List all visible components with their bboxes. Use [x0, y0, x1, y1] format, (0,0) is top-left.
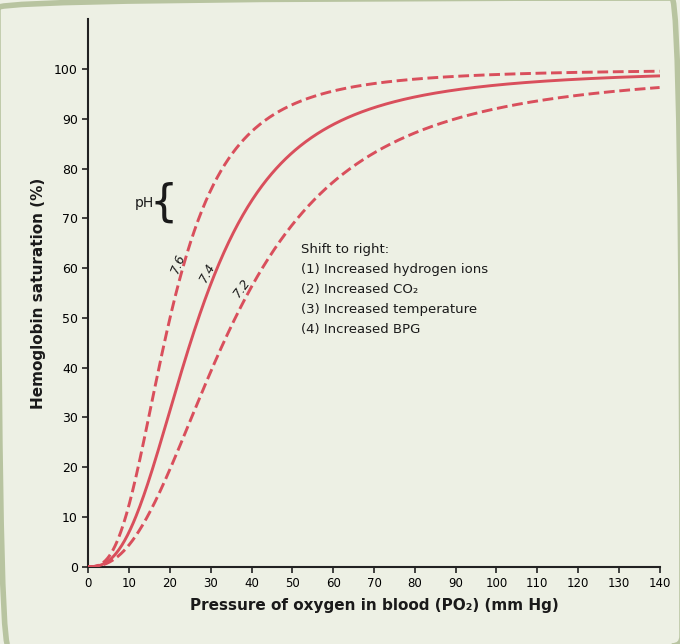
Text: pH: pH: [135, 196, 154, 211]
Y-axis label: Hemoglobin saturation (%): Hemoglobin saturation (%): [31, 177, 46, 409]
Text: 7.2: 7.2: [231, 276, 253, 299]
Text: Shift to right:
(1) Increased hydrogen ions
(2) Increased CO₂
(3) Increased temp: Shift to right: (1) Increased hydrogen i…: [301, 243, 488, 336]
Text: {: {: [150, 182, 178, 225]
Text: 7.4: 7.4: [197, 261, 218, 285]
X-axis label: Pressure of oxygen in blood (PO₂) (mm Hg): Pressure of oxygen in blood (PO₂) (mm Hg…: [190, 598, 558, 614]
Text: 7.6: 7.6: [168, 252, 188, 275]
